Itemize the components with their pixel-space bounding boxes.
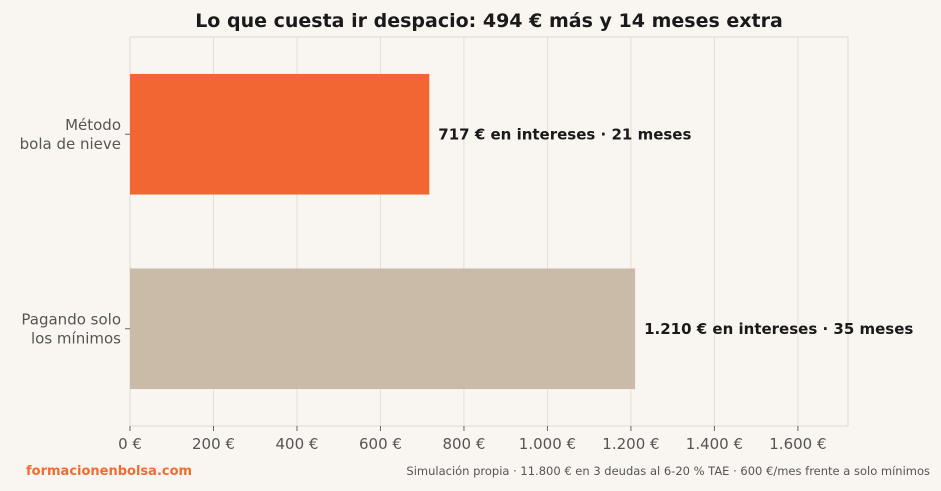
x-tick-label: 1.600 €	[769, 435, 826, 453]
x-tick-label: 800 €	[442, 435, 485, 453]
bar	[130, 73, 430, 195]
x-tick-label: 600 €	[359, 435, 402, 453]
x-tick-label: 1.200 €	[602, 435, 659, 453]
bars: 717 € en intereses · 21 meses 1.210 € en …	[130, 73, 913, 390]
bar	[130, 268, 636, 390]
category-label: bola de nieve	[20, 135, 121, 153]
brand-link[interactable]: formacionenbolsa.com	[26, 464, 192, 479]
bar-label: 717 € en intereses · 21 meses	[438, 125, 691, 143]
x-tick-label: 200 €	[192, 435, 235, 453]
category-label: Método	[65, 116, 121, 134]
x-ticks: 0 € 200 € 400 € 600 € 800 € 1.000 € 1.200 € 1.4…	[118, 426, 827, 453]
bar-label: 1.210 € en intereses · 35 meses	[644, 320, 913, 338]
category-label: los mínimos	[31, 329, 121, 347]
source-note: Simulación propia · 11.800 € en 3 deudas…	[406, 464, 930, 478]
category-label: Pagando solo	[21, 310, 121, 328]
x-tick-label: 1.000 €	[519, 435, 576, 453]
chart-title: Lo que cuesta ir despacio: 494 € más y 1…	[195, 10, 783, 32]
x-tick-label: 1.400 €	[686, 435, 743, 453]
x-tick-label: 0 €	[118, 435, 142, 453]
x-tick-label: 400 €	[276, 435, 319, 453]
plot-frame	[129, 36, 849, 427]
